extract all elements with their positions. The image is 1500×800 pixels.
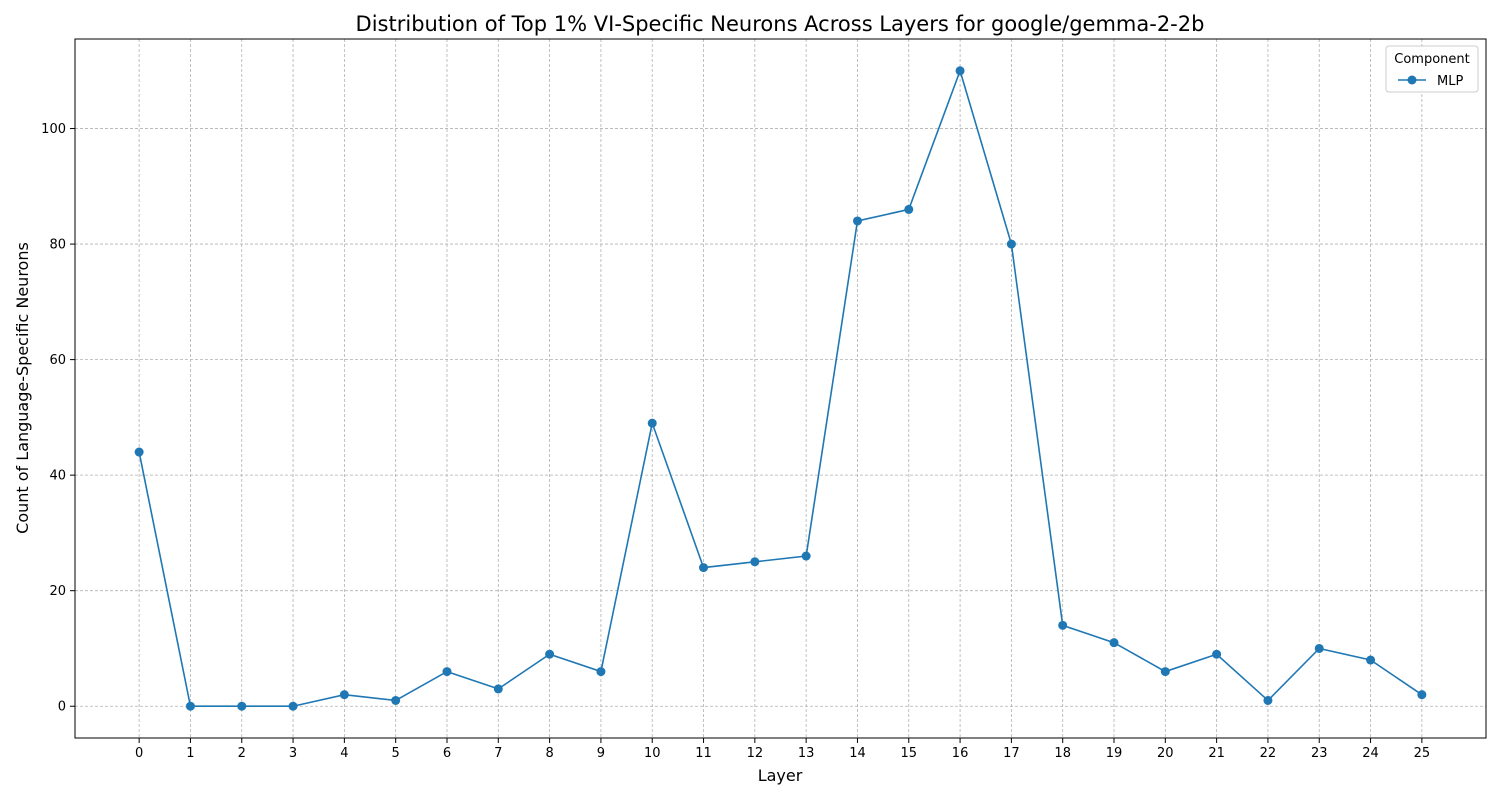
data-point [750, 557, 760, 567]
legend: Component MLP [1385, 45, 1479, 93]
legend-entry-mlp: MLP [1437, 74, 1463, 89]
x-tick-label: 3 [289, 746, 297, 761]
x-tick-label: 22 [1260, 746, 1277, 761]
legend-marker [1407, 75, 1417, 85]
data-point [1058, 620, 1068, 630]
data-point [596, 667, 606, 677]
data-point [801, 551, 811, 561]
chart-title: Distribution of Top 1% VI-Specific Neuro… [356, 12, 1205, 36]
data-point [391, 695, 401, 705]
x-tick-label: 24 [1362, 746, 1379, 761]
x-axis: 0 1 2 3 4 5 6 7 8 9 10 11 12 13 14 15 16 17 18 19 20 21 22 23 24… [135, 738, 1430, 761]
x-tick-label: 1 [186, 746, 194, 761]
x-tick-label: 10 [644, 746, 661, 761]
data-point [185, 701, 195, 711]
data-point [1109, 638, 1119, 648]
data-point [134, 447, 144, 457]
x-tick-label: 7 [494, 746, 502, 761]
data-point [904, 204, 914, 214]
legend-title: Component [1394, 52, 1469, 67]
x-tick-label: 2 [238, 746, 246, 761]
y-tick-label: 100 [41, 122, 66, 137]
data-point [545, 649, 555, 659]
data-point [1006, 239, 1016, 249]
x-tick-label: 21 [1208, 746, 1225, 761]
x-tick-label: 23 [1311, 746, 1328, 761]
x-tick-label: 4 [340, 746, 348, 761]
x-tick-label: 16 [952, 746, 969, 761]
x-axis-label: Layer [758, 766, 803, 785]
x-tick-label: 13 [798, 746, 815, 761]
data-point [955, 66, 965, 76]
data-point [1366, 655, 1376, 665]
data-point [1160, 667, 1170, 677]
grid [75, 39, 1486, 738]
series-mlp [134, 66, 1427, 711]
data-point [852, 216, 862, 226]
x-tick-label: 15 [900, 746, 917, 761]
x-tick-label: 20 [1157, 746, 1174, 761]
data-point [339, 690, 349, 700]
y-tick-label: 0 [58, 700, 66, 715]
x-tick-label: 14 [849, 746, 866, 761]
x-tick-label: 11 [695, 746, 712, 761]
data-point [288, 701, 298, 711]
data-point [647, 418, 657, 428]
x-tick-label: 5 [392, 746, 400, 761]
x-tick-label: 0 [135, 746, 143, 761]
y-tick-label: 60 [49, 353, 66, 368]
data-point [1417, 690, 1427, 700]
data-point [442, 667, 452, 677]
x-tick-label: 25 [1414, 746, 1431, 761]
x-tick-label: 9 [597, 746, 605, 761]
data-point [1263, 695, 1273, 705]
x-tick-label: 18 [1054, 746, 1071, 761]
data-point [1314, 643, 1324, 653]
x-tick-label: 8 [545, 746, 553, 761]
y-axis: 0 20 40 60 80 100 [41, 122, 75, 715]
y-tick-label: 20 [49, 584, 66, 599]
data-point [493, 684, 503, 694]
x-tick-label: 17 [1003, 746, 1020, 761]
data-point [237, 701, 247, 711]
x-tick-label: 19 [1106, 746, 1123, 761]
series-line-mlp [138, 68, 1423, 708]
data-point [1212, 649, 1222, 659]
plot-area [74, 38, 1487, 739]
x-tick-label: 12 [747, 746, 764, 761]
y-tick-label: 40 [49, 469, 66, 484]
y-axis-label: Count of Language-Specific Neurons [13, 242, 32, 534]
x-tick-label: 6 [443, 746, 451, 761]
data-point [699, 563, 709, 573]
y-tick-label: 80 [49, 238, 66, 253]
